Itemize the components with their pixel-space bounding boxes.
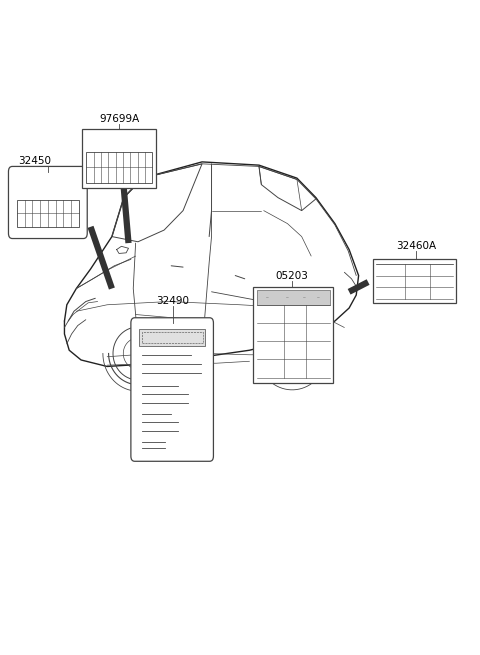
FancyBboxPatch shape bbox=[9, 166, 87, 238]
FancyBboxPatch shape bbox=[131, 318, 214, 461]
Bar bbox=[17, 200, 79, 227]
Bar bbox=[83, 130, 156, 188]
Bar bbox=[139, 329, 205, 346]
Text: —: — bbox=[266, 295, 269, 299]
Text: 32490: 32490 bbox=[156, 296, 189, 306]
Bar bbox=[142, 332, 203, 343]
Text: —: — bbox=[317, 295, 320, 299]
Text: —: — bbox=[303, 295, 305, 299]
Bar bbox=[253, 287, 333, 383]
Bar bbox=[257, 290, 330, 305]
Text: 97699A: 97699A bbox=[99, 113, 139, 124]
Text: 32460A: 32460A bbox=[396, 241, 436, 251]
Bar bbox=[86, 152, 152, 183]
Bar bbox=[373, 259, 456, 303]
Text: 05203: 05203 bbox=[276, 271, 309, 281]
Text: 32450: 32450 bbox=[19, 157, 51, 166]
Text: —: — bbox=[286, 295, 288, 299]
